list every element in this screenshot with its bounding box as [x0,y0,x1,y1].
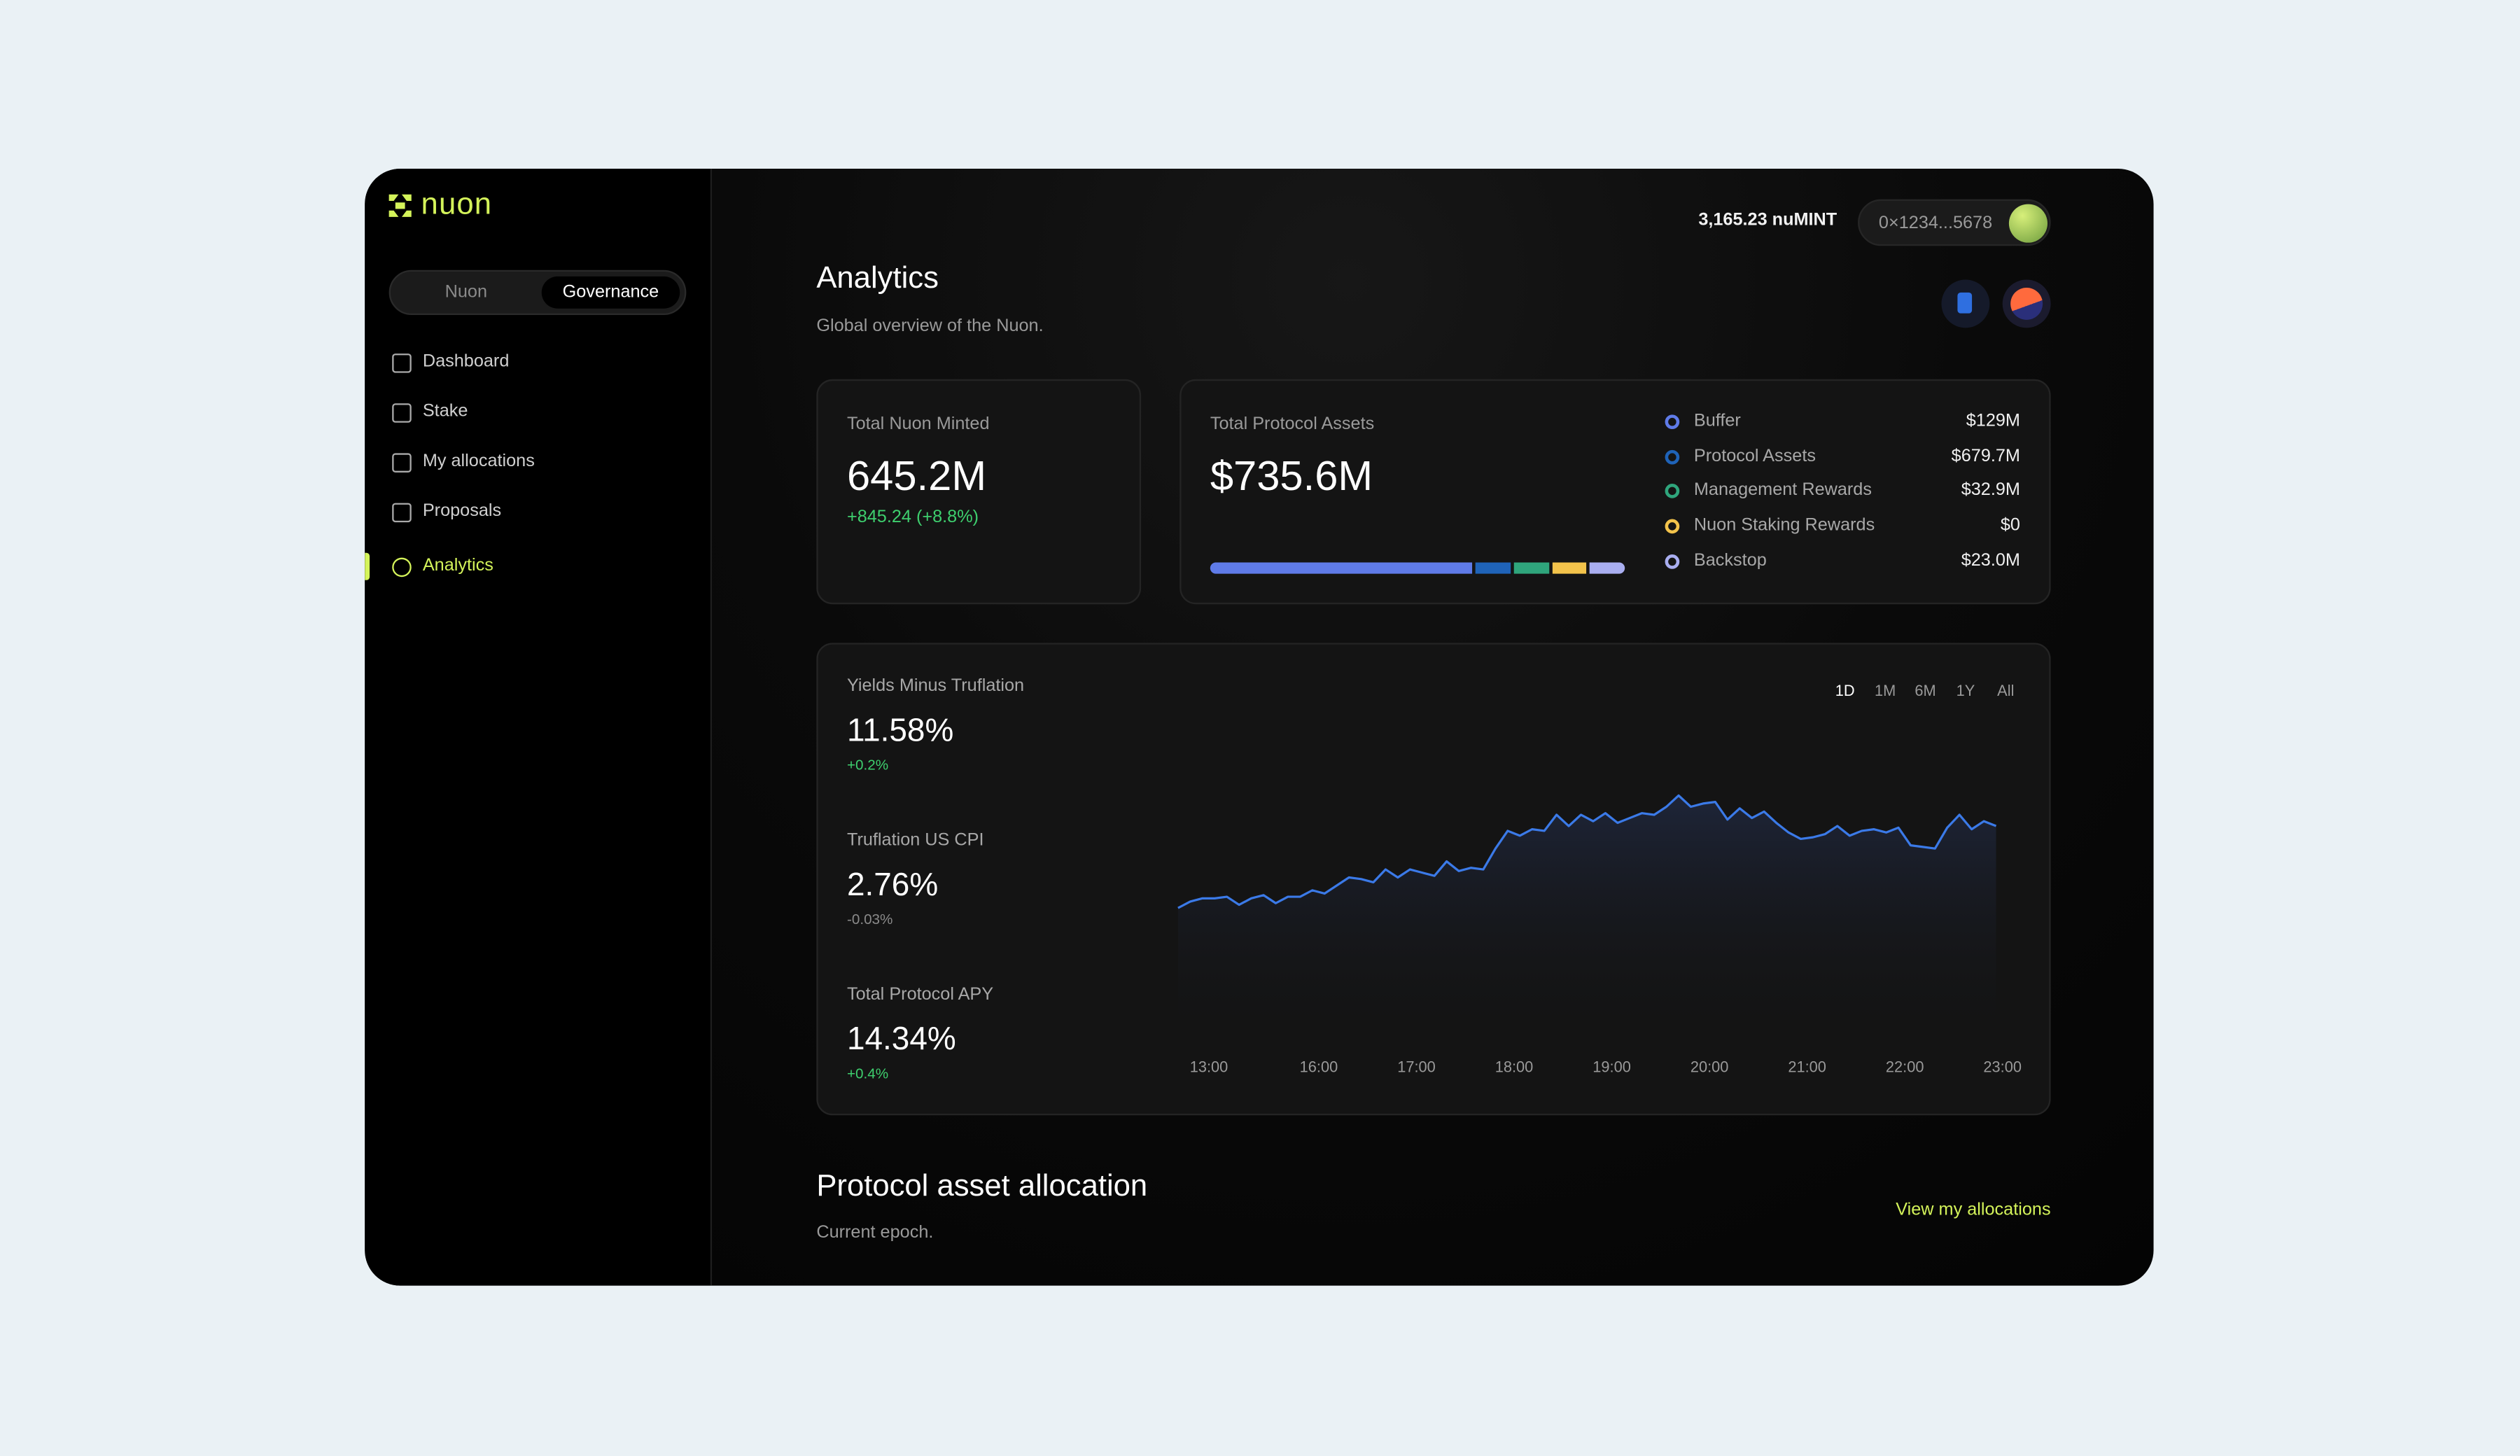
nav-item[interactable]: My allocations [365,450,710,476]
card-value: $735.6M [1210,451,1373,500]
legend-dot [1665,554,1680,569]
asset-bar [1210,562,1625,574]
nav-icon [392,453,412,472]
legend-name: Nuon Staking Rewards [1693,516,1875,536]
nav-icon [392,354,412,373]
x-tick-label: 21:00 [1788,1058,1826,1075]
metric-label: Truflation US CPI [846,830,984,850]
nav-label: Analytics [422,556,493,575]
legend-dot [1665,414,1680,429]
bar-segment [1475,562,1511,574]
nav-label: Stake [422,401,468,421]
network-icon[interactable] [1941,279,1990,328]
range-button[interactable]: 6M [1914,682,1936,701]
x-tick-label: 20:00 [1690,1058,1729,1075]
x-tick-label: 18:00 [1495,1058,1534,1075]
bar-segment [1210,562,1473,574]
x-tick-label: 19:00 [1592,1058,1631,1075]
nav-item[interactable]: Proposals [365,500,710,526]
token-icon[interactable] [2002,279,2051,328]
legend-value: $23.0M [1961,550,2020,570]
active-indicator [365,552,370,580]
logo-icon [388,194,412,217]
x-tick-label: 17:00 [1397,1058,1436,1075]
metric-value: 14.34% [846,1022,956,1058]
legend-name: Buffer [1693,411,1741,431]
nav-item[interactable]: Dashboard [365,350,710,376]
card-label: Total Nuon Minted [846,414,990,434]
legend-value: $32.9M [1961,481,2020,500]
nav-item[interactable]: Stake [365,400,710,426]
range-button[interactable]: All [1997,682,2015,701]
x-tick-label: 16:00 [1300,1058,1338,1075]
legend-name: Protocol Assets [1693,446,1816,466]
card-change: +845.24 (+8.8%) [846,507,979,528]
legend-name: Backstop [1693,550,1767,570]
tab-highlight [541,276,680,309]
brand: nuon [421,188,493,222]
range-button[interactable]: 1D [1835,682,1855,701]
tab-toggle: Nuon Governance [388,270,687,315]
legend-dot [1665,484,1680,499]
nav-label: Proposals [422,501,502,521]
legend-dot [1665,519,1680,534]
card-value: 645.2M [846,451,987,500]
sidebar: nuon Nuon Governance Dashboard Stake My al… [365,169,713,1286]
metric-label: Total Protocol APY [846,985,994,1004]
legend-value: $679.7M [1951,446,2020,466]
nav-icon [392,503,412,523]
nav-label: Dashboard [422,351,510,372]
nav-label: My allocations [422,451,535,471]
wallet-address: 0×1234...5678 [1878,214,1993,233]
card-label: Total Protocol Assets [1210,414,1375,434]
avatar [2008,204,2048,243]
page-subtitle: Global overview of the Nuon. [816,316,1044,336]
bar-segment [1513,562,1549,574]
tab[interactable]: Nuon [444,283,487,302]
metric-change: -0.03% [846,911,893,927]
nav-icon [392,403,412,423]
metric-value: 11.58% [846,713,954,749]
page-title: Analytics [816,262,939,296]
section-subtitle: Current epoch. [816,1223,934,1242]
legend-dot [1665,449,1680,464]
bar-segment [1590,562,1625,574]
section-title: Protocol asset allocation [816,1170,1148,1204]
legend-name: Management Rewards [1693,481,1872,500]
tab[interactable]: Governance [562,283,659,302]
line [1177,794,1997,909]
metric-change: +0.2% [846,757,889,774]
metric-label: Yields Minus Truflation [846,676,1025,696]
link[interactable]: View my allocations [1896,1200,2051,1220]
area-fill [1177,795,1996,1045]
x-tick-label: 22:00 [1886,1058,1924,1075]
metric-change: +0.4% [846,1065,889,1082]
assets-card: Total Protocol Assets $735.6M Buffer $129… [1180,379,2051,605]
x-tick-label: 13:00 [1190,1058,1228,1075]
bar-segment [1551,562,1587,574]
range-button[interactable]: 1Y [1956,682,1975,701]
nav-item[interactable]: Analytics [365,552,710,580]
metric-value: 2.76% [846,867,939,904]
legend-value: $129M [1966,411,2020,431]
range-button[interactable]: 1M [1874,682,1896,701]
legend-value: $0 [2000,516,2020,536]
x-tick-label: 23:00 [1983,1058,2022,1075]
wallet-button[interactable]: 0×1234...5678 [1858,199,2051,246]
network-glyph [1957,292,1973,314]
balance: 3,165.23 nuMINT [1698,210,1837,230]
nav-icon [392,557,412,578]
token-glyph [2010,287,2043,320]
minted-card: Total Nuon Minted 645.2M +845.24 (+8.8%) [816,379,1142,605]
